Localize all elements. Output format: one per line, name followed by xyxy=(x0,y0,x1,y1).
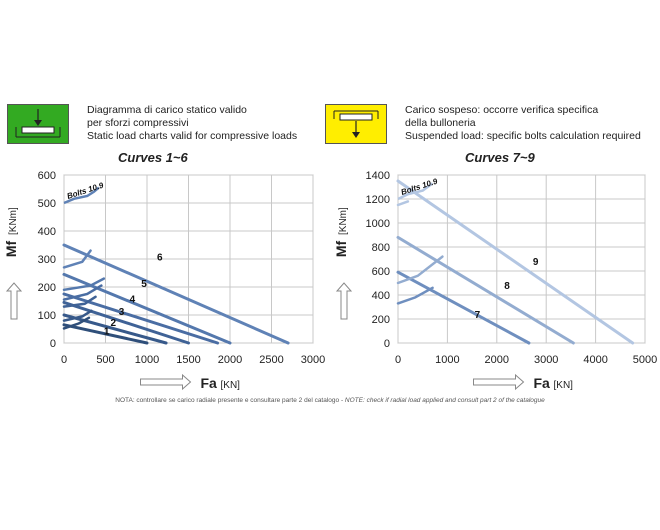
curve-label-2: 2 xyxy=(110,318,116,329)
curve-label-8: 8 xyxy=(504,281,510,292)
y-tick-label: 0 xyxy=(384,338,390,350)
load-curve-2 xyxy=(62,313,168,345)
load-curve-1 xyxy=(62,323,149,345)
legend-line: Carico sospeso: occorre verifica specifi… xyxy=(405,104,599,116)
y-tick-label: 500 xyxy=(38,198,56,210)
y-tick-label: 300 xyxy=(38,254,56,266)
load-curve-9 xyxy=(396,179,635,345)
y-tick-label: 1400 xyxy=(366,170,390,182)
legend-line: Static load charts valid for compressive… xyxy=(87,130,298,142)
y-tick-label: 100 xyxy=(38,310,56,322)
compressive-load-legend-swatch xyxy=(7,104,69,144)
y-tick-label: 1000 xyxy=(366,218,390,230)
x-tick-label: 2500 xyxy=(259,354,283,366)
load-curve-4 xyxy=(62,292,220,345)
bolt-limit-curve-3 xyxy=(62,295,97,308)
x-tick-label: 0 xyxy=(61,354,67,366)
curve-label-7: 7 xyxy=(475,310,481,321)
x-tick-label: 0 xyxy=(395,354,401,366)
suspended-load-legend-swatch xyxy=(325,104,387,144)
x-tick-label: 5000 xyxy=(633,354,657,366)
curve-label-3: 3 xyxy=(119,307,125,318)
y-tick-label: 1200 xyxy=(366,194,390,206)
bolt-limit-curve-4 xyxy=(62,284,103,301)
footnote-italic: NOTE: check if radial load applied and c… xyxy=(344,397,545,404)
right-arrow-icon xyxy=(473,373,525,391)
x-tick-label: 3000 xyxy=(301,354,325,366)
suspended-load-legend-text: Carico sospeso: occorre verifica specifi… xyxy=(405,104,641,143)
y-tick-label: 600 xyxy=(38,170,56,182)
compressive-load-legend-text: Diagramma di carico statico valido per s… xyxy=(87,104,297,143)
load-curve-3 xyxy=(62,300,190,345)
y-tick-label: 0 xyxy=(50,338,56,350)
x-axis-unit: [KN] xyxy=(554,380,574,391)
right-arrow-icon xyxy=(140,373,192,391)
bolt-limit-curve-5 xyxy=(62,277,106,292)
load-curve-7 xyxy=(396,270,531,345)
y-tick-label: 400 xyxy=(38,226,56,238)
y-tick-label: 200 xyxy=(38,282,56,294)
x-tick-label: 1000 xyxy=(135,354,159,366)
chart-left-title: Curves 1~6 xyxy=(118,150,188,165)
curve-label-6: 6 xyxy=(157,252,163,263)
x-tick-label: 1000 xyxy=(435,354,459,366)
up-arrow-icon xyxy=(5,282,23,320)
footnote: NOTA: controllare se carico radiale pres… xyxy=(0,397,660,404)
load-curve-8 xyxy=(396,235,575,345)
x-tick-label: 3000 xyxy=(534,354,558,366)
curve-label-9: 9 xyxy=(533,257,539,268)
y-axis-title: Mf [KNm] xyxy=(333,207,349,257)
bolt-limit-curve-2 xyxy=(62,309,93,322)
legend-line: per sforzi compressivi xyxy=(87,117,189,129)
y-tick-label: 800 xyxy=(372,242,390,254)
legend-line: Suspended load: specific bolts calculati… xyxy=(405,130,641,142)
curve-label-1: 1 xyxy=(104,327,110,338)
up-arrow-icon xyxy=(335,282,353,320)
y-axis-label: Mf xyxy=(3,241,19,258)
chart-right-title: Curves 7~9 xyxy=(465,150,535,165)
bolt-limit-curve-7 xyxy=(396,286,434,305)
footnote-text: NOTA: controllare se carico radiale pres… xyxy=(115,397,345,404)
curve-label-4: 4 xyxy=(130,294,136,305)
x-axis-label: Fa xyxy=(201,375,218,391)
legend-line: Diagramma di carico statico valido xyxy=(87,104,247,116)
load-curve-6 xyxy=(62,243,290,345)
bolt-limit-curve-1 xyxy=(62,316,91,330)
bolt-limit-curve-8 xyxy=(396,255,444,285)
y-tick-label: 600 xyxy=(372,266,390,278)
legend-line: della bulloneria xyxy=(405,117,476,129)
bolt-limit-curve-6 xyxy=(62,249,92,269)
bolt-limit-curve-9 xyxy=(396,200,410,207)
y-axis-unit: [KNm] xyxy=(8,207,19,235)
suspended-load-icon xyxy=(333,110,379,138)
bolts-curve xyxy=(63,186,100,205)
y-axis-unit: [KNm] xyxy=(338,207,349,235)
curve-label-5: 5 xyxy=(141,279,147,290)
x-tick-label: 500 xyxy=(96,354,114,366)
compressive-load-icon xyxy=(15,109,61,138)
y-tick-label: 400 xyxy=(372,290,390,302)
x-tick-label: 4000 xyxy=(583,354,607,366)
y-axis-label: Mf xyxy=(333,241,349,258)
x-axis-label: Fa xyxy=(534,375,551,391)
x-axis-unit: [KN] xyxy=(221,380,241,391)
y-tick-label: 200 xyxy=(372,314,390,326)
y-axis-title: Mf [KNm] xyxy=(3,207,19,257)
chart-right: 0 200 400 600 800 1000 1200 1400 0 1000 2000 3000 40… xyxy=(333,170,657,391)
bolts-curve xyxy=(397,182,434,201)
x-tick-label: 2000 xyxy=(485,354,509,366)
chart-left: 0 100 200 300 400 500 600 0 500 1000 1500 2000 2500 3… xyxy=(3,170,325,391)
x-tick-label: 1500 xyxy=(176,354,200,366)
x-tick-label: 2000 xyxy=(218,354,242,366)
